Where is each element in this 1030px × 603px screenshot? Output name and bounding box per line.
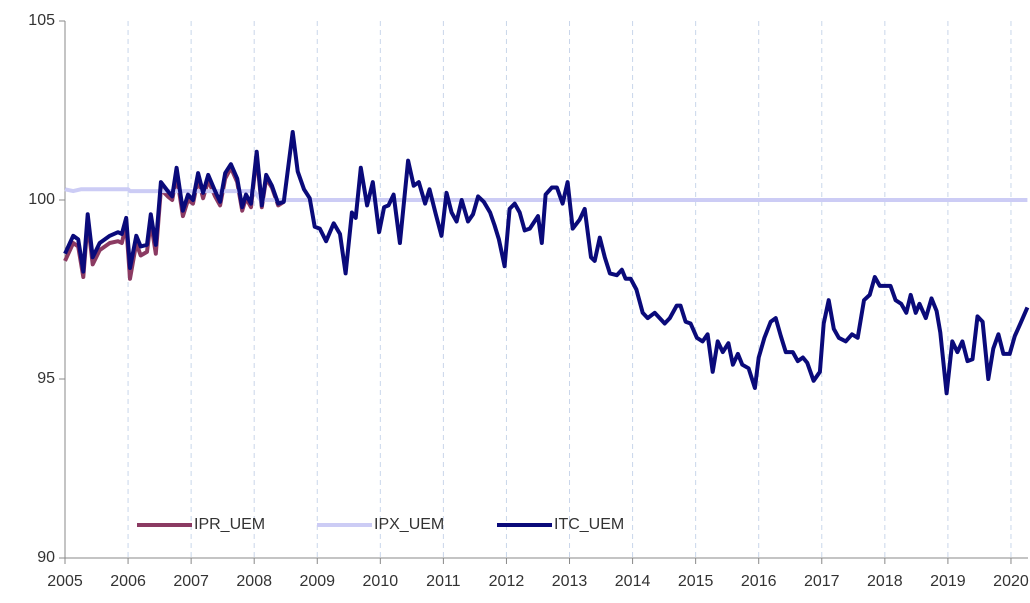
x-tick-label: 2007 bbox=[173, 573, 209, 590]
x-tick-label: 2005 bbox=[47, 573, 83, 590]
x-tick-label: 2015 bbox=[678, 573, 714, 590]
x-tick-label: 2012 bbox=[489, 573, 525, 590]
y-tick-label: 105 bbox=[28, 12, 55, 29]
legend-label: IPR_UEM bbox=[194, 516, 265, 533]
y-tick-label: 100 bbox=[28, 191, 55, 208]
y-tick-label: 95 bbox=[37, 370, 55, 387]
y-tick-label: 90 bbox=[37, 549, 55, 566]
x-tick-label: 2008 bbox=[236, 573, 272, 590]
legend-label: ITC_UEM bbox=[554, 516, 624, 533]
x-tick-label: 2011 bbox=[426, 573, 461, 590]
legend-label: IPX_UEM bbox=[374, 516, 444, 533]
x-tick-label: 2018 bbox=[867, 573, 903, 590]
x-tick-label: 2016 bbox=[741, 573, 777, 590]
x-tick-label: 2013 bbox=[552, 573, 588, 590]
series-line bbox=[63, 130, 1030, 396]
x-tick-label: 2020 bbox=[993, 573, 1029, 590]
x-tick-label: 2019 bbox=[930, 573, 966, 590]
x-tick-label: 2006 bbox=[110, 573, 146, 590]
x-tick-label: 2009 bbox=[299, 573, 335, 590]
x-tick-label: 2010 bbox=[363, 573, 399, 590]
x-tick-label: 2017 bbox=[804, 573, 840, 590]
x-tick-label: 2014 bbox=[615, 573, 651, 590]
